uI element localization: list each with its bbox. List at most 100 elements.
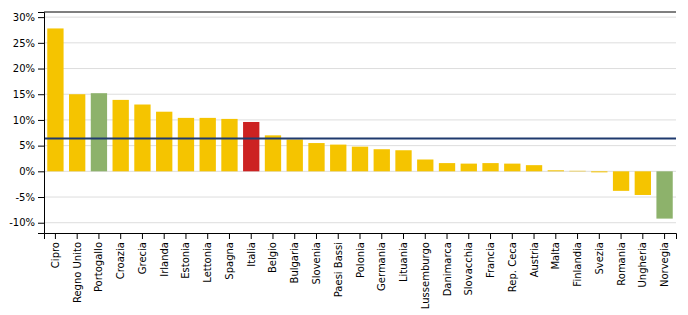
x-tick-mark <box>381 233 382 239</box>
x-tick: Italia <box>246 233 257 267</box>
x-tick-label: Slovenia <box>311 242 322 285</box>
y-tick-mark <box>38 17 44 18</box>
bar <box>69 94 85 171</box>
x-tick-mark <box>425 233 426 239</box>
x-tick-mark <box>403 233 404 239</box>
bar <box>113 100 129 171</box>
y-tick-mark <box>38 146 44 147</box>
x-tick-mark <box>338 233 339 239</box>
bar <box>635 171 651 195</box>
bar <box>548 170 564 171</box>
x-tick-label: Lettonia <box>202 242 213 283</box>
bar <box>91 93 107 171</box>
bar <box>569 170 585 172</box>
x-tick-mark <box>360 233 361 239</box>
bar <box>265 135 281 171</box>
x-tick-mark <box>642 233 643 239</box>
x-tick: Paesi Bassi <box>333 233 344 297</box>
y-tick: 20% <box>13 63 44 74</box>
x-tick: Rep. Ceca <box>507 233 518 292</box>
x-tick-mark <box>512 233 513 239</box>
bar <box>352 147 368 172</box>
x-tick-mark <box>447 233 448 239</box>
grid-line <box>44 197 676 198</box>
x-tick-mark <box>77 233 78 239</box>
bar <box>482 163 498 171</box>
x-tick-mark <box>468 233 469 239</box>
reference-line <box>44 137 676 139</box>
x-tick: Malta <box>550 233 561 270</box>
x-tick-mark <box>207 233 208 239</box>
x-tick-label: Portogallo <box>93 242 104 292</box>
y-tick-mark <box>38 69 44 70</box>
bar <box>613 171 629 191</box>
bar <box>461 164 477 172</box>
bar <box>504 164 520 172</box>
x-tick: Germania <box>376 233 387 291</box>
x-tick: Polonia <box>355 233 366 278</box>
x-tick: Irlanda <box>159 233 170 277</box>
bar <box>526 165 542 171</box>
x-tick-mark <box>185 233 186 239</box>
x-tick-mark <box>599 233 600 239</box>
x-tick-label: Polonia <box>355 242 366 278</box>
top-frame <box>44 12 676 13</box>
x-tick-label: Ungheria <box>637 242 648 288</box>
x-tick: Finlandia <box>572 233 583 287</box>
y-tick-label: 5% <box>19 140 35 151</box>
x-tick: Norvegia <box>659 233 670 287</box>
x-tick: Bulgaria <box>289 233 300 283</box>
x-tick: Ungheria <box>637 233 648 288</box>
bar <box>156 112 172 172</box>
y-tick: -10% <box>9 217 44 228</box>
y-tick-mark <box>38 120 44 121</box>
x-tick: Belgio <box>267 233 278 273</box>
bar <box>200 118 216 171</box>
x-tick: Estonia <box>180 233 191 279</box>
x-tick-label: Grecia <box>137 242 148 274</box>
x-tick: Portogallo <box>93 233 104 292</box>
x-axis: CiproRegno UnitoPortogalloCroaziaGreciaI… <box>45 233 677 309</box>
x-tick-label: Slovacchia <box>463 242 474 296</box>
x-tick-label: Germania <box>376 242 387 291</box>
bar <box>178 118 194 171</box>
x-tick-mark <box>294 233 295 239</box>
x-tick-mark <box>98 233 99 239</box>
x-tick-label: Estonia <box>180 242 191 279</box>
x-tick-label: Irlanda <box>159 242 170 277</box>
y-tick: 5% <box>19 140 44 151</box>
x-tick-mark <box>251 233 252 239</box>
bar <box>330 145 346 172</box>
x-tick-mark <box>120 233 121 239</box>
x-tick-label: Romania <box>616 242 627 286</box>
y-tick-label: 0% <box>19 166 35 177</box>
y-tick-mark <box>38 171 44 172</box>
x-tick-label: Paesi Bassi <box>333 242 344 297</box>
bar <box>656 171 672 218</box>
x-tick-label: Svezia <box>594 242 605 275</box>
x-tick-label: Malta <box>550 242 561 270</box>
y-axis-line <box>38 13 45 234</box>
x-tick-label: Norvegia <box>659 242 670 287</box>
x-tick-mark <box>316 233 317 239</box>
bar <box>439 163 455 171</box>
x-tick-mark <box>164 233 165 239</box>
bar <box>47 28 63 171</box>
x-tick-mark <box>55 233 56 239</box>
bar <box>221 119 237 171</box>
plot: -10%-5%0%5%10%15%20%25%30%CiproRegno Uni… <box>9 12 676 309</box>
grid <box>44 17 676 223</box>
x-tick-label: Cipro <box>50 242 61 268</box>
x-tick: Lussemburgo <box>420 233 431 309</box>
x-tick-label: Spagna <box>224 242 235 280</box>
x-tick: Francia <box>485 233 496 278</box>
y-tick: 30% <box>13 12 44 23</box>
x-tick: Austria <box>529 233 540 277</box>
x-tick: Croazia <box>115 233 126 279</box>
x-axis-line <box>45 234 677 240</box>
x-tick: Romania <box>616 233 627 286</box>
y-tick: 0% <box>19 166 44 177</box>
marks <box>44 28 676 218</box>
bar <box>308 143 324 171</box>
y-tick-label: 15% <box>13 89 35 100</box>
